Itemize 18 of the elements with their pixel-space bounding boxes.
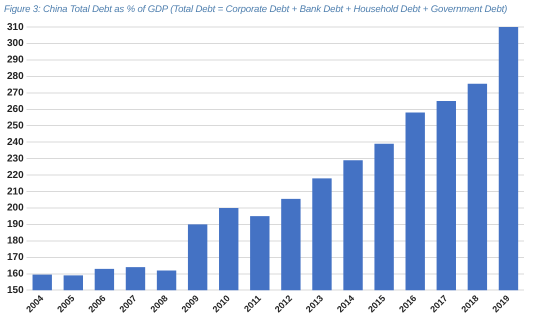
y-tick-label: 200: [6, 202, 24, 214]
y-tick-label: 160: [6, 268, 24, 280]
y-tick-label: 250: [6, 120, 24, 132]
y-tick-label: 240: [6, 136, 24, 148]
y-tick-label: 150: [6, 284, 24, 296]
y-tick-label: 280: [6, 71, 24, 82]
y-tick-label: 170: [6, 252, 24, 264]
y-tick-label: 220: [6, 170, 24, 181]
y-tick-label: 190: [6, 219, 24, 230]
y-tick-label: 260: [6, 104, 24, 115]
y-tick-label: 300: [6, 38, 24, 50]
y-tick-label: 290: [6, 54, 24, 66]
y-tick-label: 310: [6, 22, 24, 33]
y-tick-label: 180: [6, 236, 24, 247]
y-tick-label: 270: [6, 88, 24, 99]
y-tick-label: 210: [6, 186, 24, 198]
y-tick-label: 230: [6, 153, 24, 164]
chart-title: Figure 3: China Total Debt as % of GDP (Total Debt = Corporate Debt + Bank Debt + Household Debt + Government Debt): [4, 4, 508, 15]
